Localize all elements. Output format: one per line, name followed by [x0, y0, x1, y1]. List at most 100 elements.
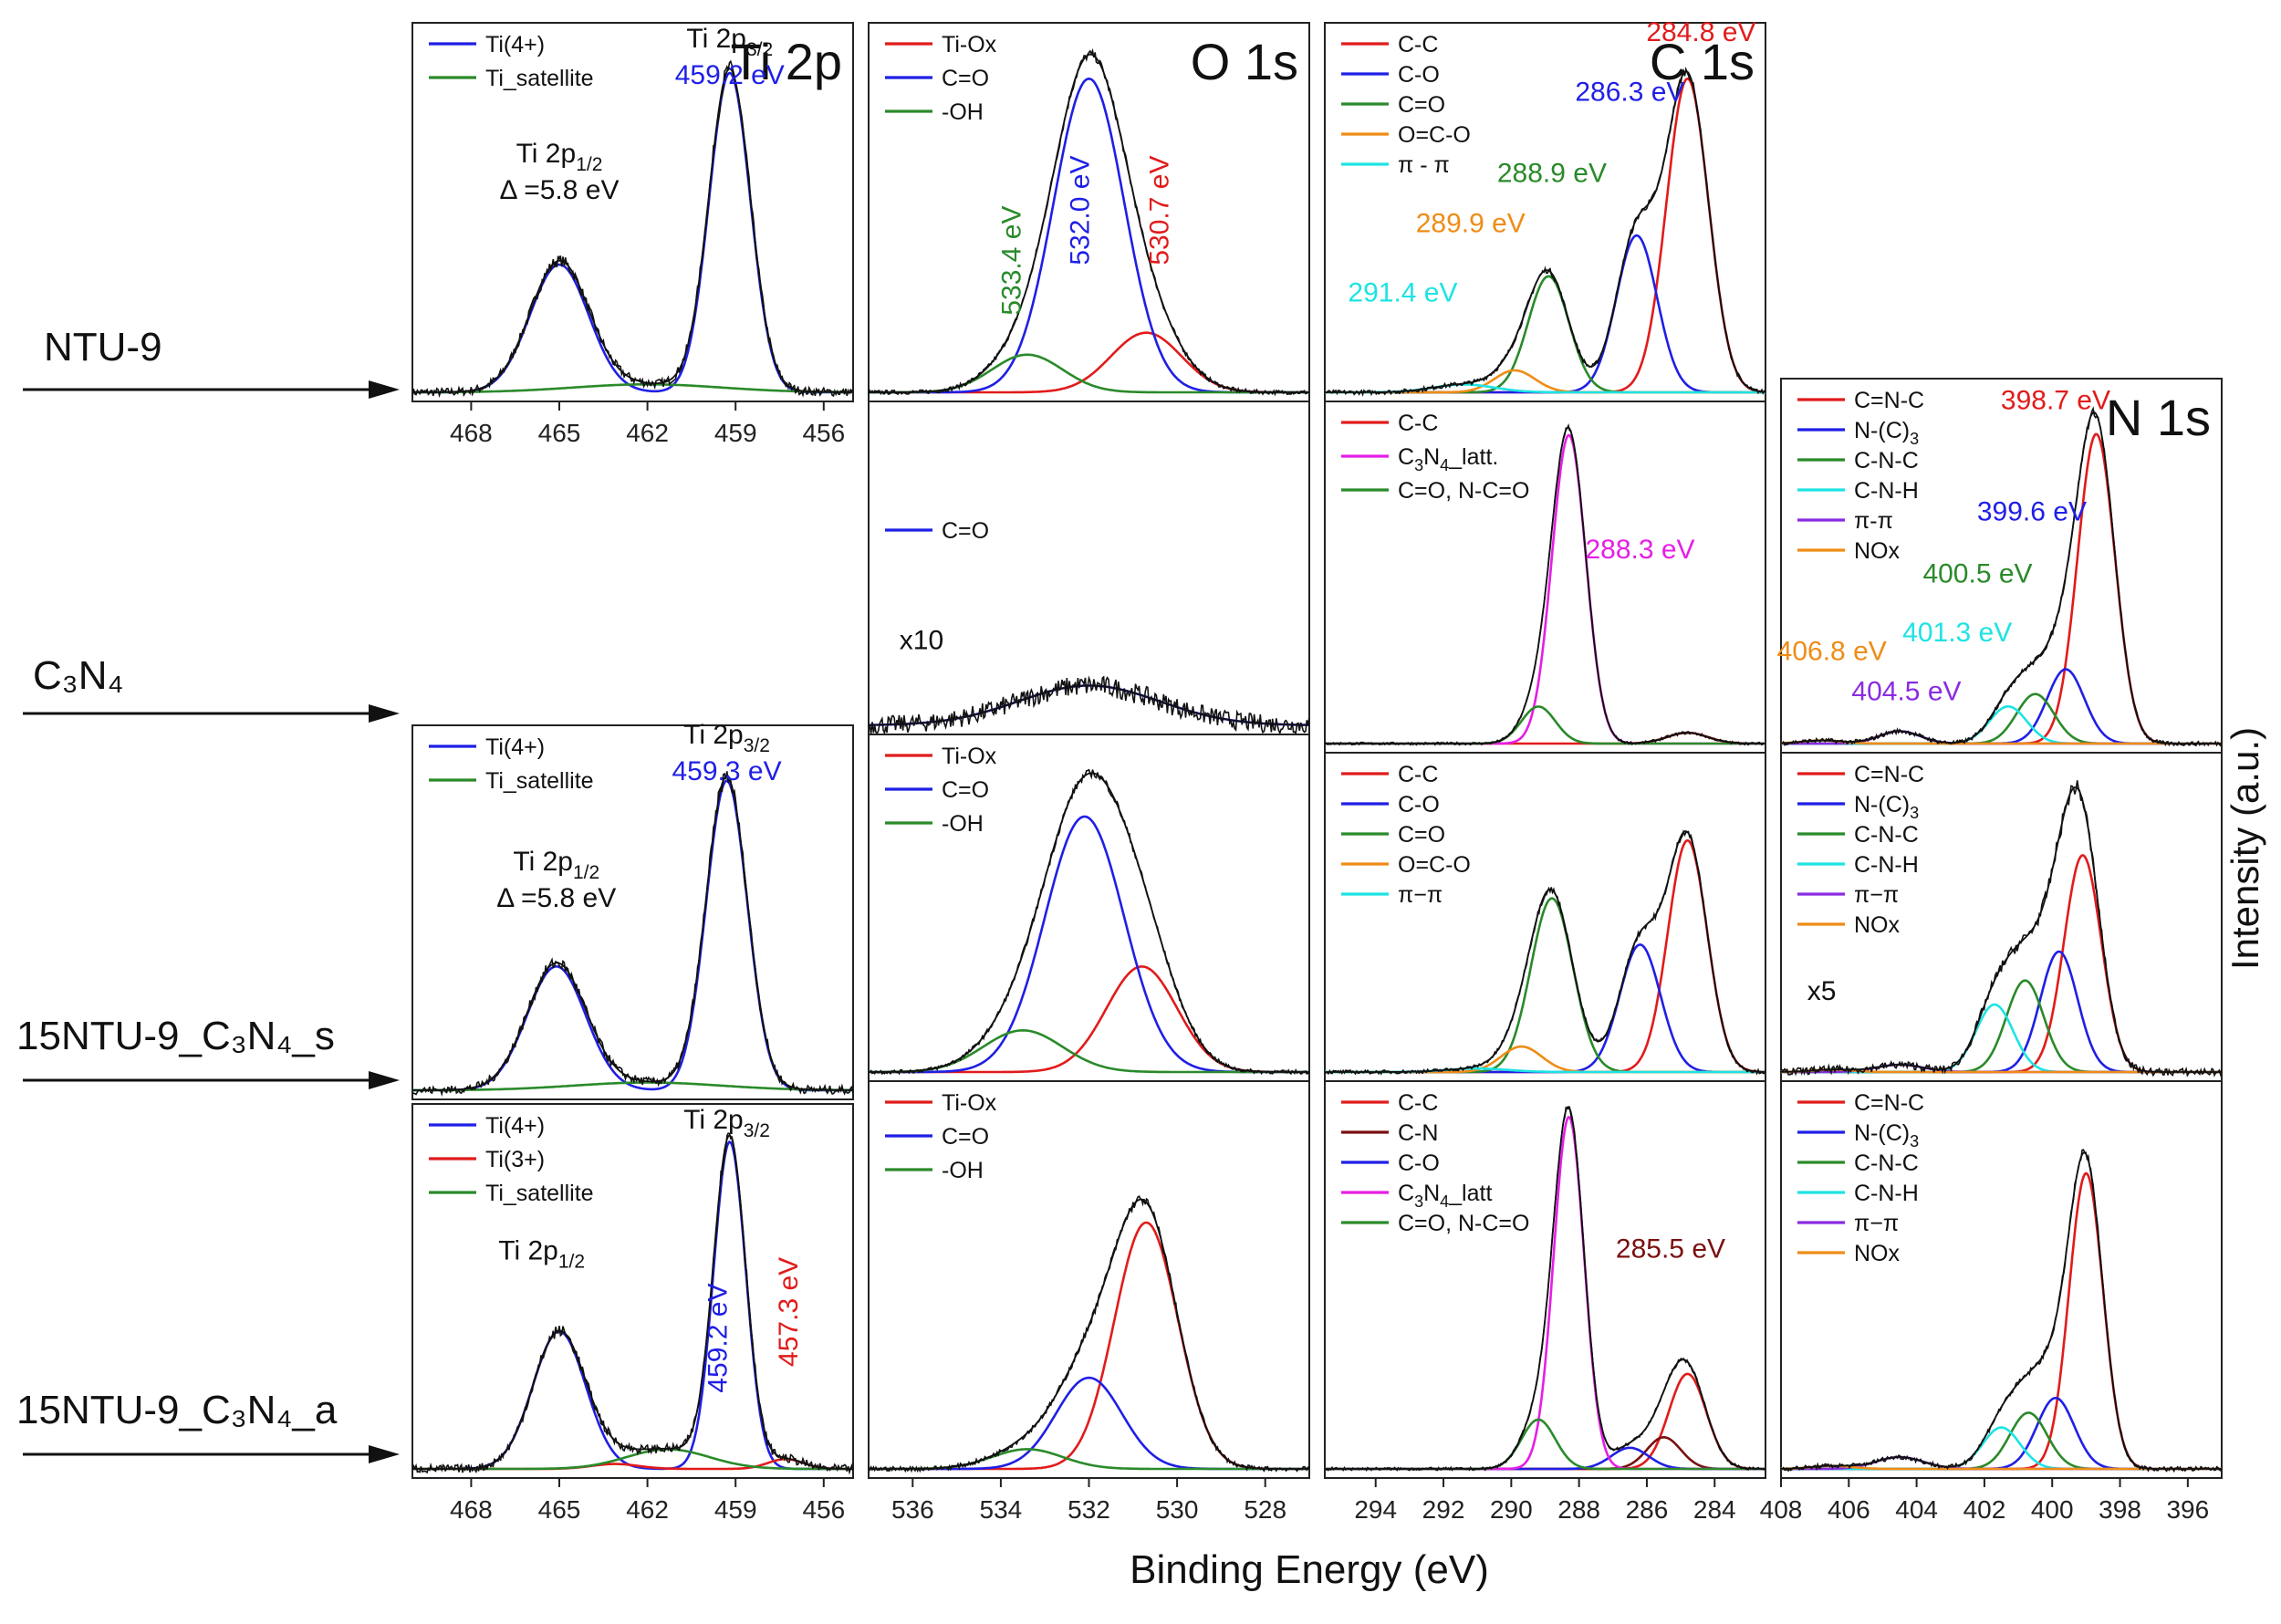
arrow-head-icon: [369, 1071, 400, 1089]
legend-entry: π - π: [1398, 152, 1450, 178]
panel-c_c3n4: C-C C3N4_latt. C=O, N-C=O 288.3 eV: [1324, 401, 1766, 754]
legend-entry: Ti-Ox: [942, 1090, 997, 1116]
component-ti-4-: [412, 779, 853, 1092]
panel-c_s: C-C C-O C=O O=C-O π−π: [1324, 752, 1766, 1082]
plot-area: [1781, 1149, 2222, 1473]
legend-entry: -OH: [942, 811, 984, 837]
plot-area: [869, 1194, 1309, 1473]
legend: Ti-Ox C=O -OH: [885, 1090, 997, 1183]
peak-label: 406.8 eV: [1777, 636, 1887, 666]
peak-label: 288.3 eV: [1585, 535, 1694, 565]
component-ti-4-: [412, 71, 853, 394]
legend-entry: Ti_satellite: [485, 768, 594, 794]
x-tick-label: 465: [538, 1495, 581, 1524]
legend-entry: Ti(4+): [485, 32, 545, 57]
component-c3n4-latt: [1325, 1116, 1765, 1471]
legend: C=N-C N-(C)3C-N-C C-N-H π−π NOx: [1797, 762, 1924, 938]
peak-label: 284.8 eV: [1646, 17, 1755, 47]
fit-envelope: [869, 1198, 1309, 1470]
peak-label: 459.3 eV: [672, 756, 781, 786]
legend-entry: -OH: [942, 1158, 984, 1183]
peak-label: 398.7 eV: [2001, 386, 2110, 416]
peak-label: 459.2 eV: [703, 1284, 734, 1393]
panel-o_a: Ti-Ox C=O -OH 536 534 532 530 528: [868, 1080, 1310, 1524]
raw-spectrum: [412, 771, 853, 1098]
component-c-o-n-c-o: [1325, 1418, 1765, 1471]
legend-entry: π−π: [1398, 882, 1443, 908]
legend: C=O: [885, 518, 989, 544]
raw-spectrum: [1325, 829, 1765, 1076]
component-ti-ox: [869, 965, 1309, 1074]
legend-entry: C=N-C: [1854, 388, 1924, 413]
x-tick-label: 396: [2166, 1495, 2209, 1524]
peak-label: 457.3 eV: [774, 1257, 804, 1367]
peak-label: 459.2 eV: [675, 60, 785, 90]
legend-entry: C-N-H: [1854, 1181, 1919, 1206]
fit-envelope: [412, 1134, 853, 1470]
plot-area: [412, 59, 853, 399]
component-c-o: [869, 815, 1309, 1074]
raw-spectrum: [869, 768, 1309, 1076]
legend-entry: C-N: [1398, 1120, 1438, 1146]
peak-label: 401.3 eV: [1902, 618, 2012, 648]
raw-spectrum: [869, 675, 1309, 734]
plot-area: [1325, 829, 1765, 1076]
x-tick-label: 468: [450, 1495, 493, 1524]
raw-spectrum: [1325, 422, 1765, 746]
x-tick-label: 459: [714, 419, 757, 447]
fit-envelope: [869, 772, 1309, 1073]
plot-area: [1325, 1105, 1765, 1473]
component-ti-ox: [869, 1221, 1309, 1471]
component-c-n-h: [1781, 1003, 2222, 1074]
legend-entry: O=C-O: [1398, 852, 1471, 878]
peak-label: 532.0 eV: [1066, 156, 1096, 265]
legend-entry: Ti-Ox: [942, 744, 997, 769]
legend-entry: Ti-Ox: [942, 32, 997, 57]
raw-spectrum: [412, 1132, 853, 1475]
legend-entry: C-N-C: [1854, 1150, 1919, 1176]
legend-entry: C-C: [1398, 1090, 1438, 1116]
legend-entry: C=O: [942, 1124, 989, 1150]
panel-title: C 1s: [1650, 33, 1755, 90]
x-tick-label: 534: [980, 1495, 1023, 1524]
panel-frame: [1324, 752, 1766, 1082]
peak-label: Δ =5.8 eV: [500, 175, 620, 205]
legend-entry: C-C: [1398, 32, 1438, 57]
panel-title: N 1s: [2106, 389, 2211, 446]
legend-entry: C=O: [942, 66, 989, 91]
x-tick-label: 290: [1490, 1495, 1533, 1524]
legend: C-C C3N4_latt. C=O, N-C=O: [1341, 411, 1529, 504]
component--oh: [869, 353, 1309, 394]
x-tick-label: 459: [714, 1495, 757, 1524]
panel-frame: [868, 734, 1310, 1082]
x-tick-label: 468: [450, 419, 493, 447]
sample-label-15ntu9-s: 15NTU-9_C₃N₄_s: [16, 1014, 335, 1058]
x-tick-label: 406: [1828, 1495, 1870, 1524]
panel-frame: [1324, 1080, 1766, 1479]
legend-entry: C=O: [942, 518, 989, 544]
legend-entry: C-N-H: [1854, 478, 1919, 504]
peak-label: 291.4 eV: [1348, 277, 1457, 307]
component-c-o: [1325, 234, 1765, 394]
component-ti-satellite: [412, 1081, 853, 1092]
legend-entry: N-(C)3: [1854, 792, 1919, 822]
peak-label: 399.6 eV: [1977, 497, 2087, 527]
legend-entry: C-N-C: [1854, 448, 1919, 474]
peak-label: Ti 2p1/2: [498, 1236, 585, 1273]
plot-area: [869, 47, 1309, 397]
component-c-o-n-c-o: [1325, 705, 1765, 745]
x-tick-label: 404: [1895, 1495, 1938, 1524]
panel-o_s: Ti-Ox C=O -OH: [868, 734, 1310, 1082]
panel-frame: [411, 724, 854, 1100]
panel-n_c3n4: N 1s C=N-C N-(C)3C-N-C C-N-H π-π NOx 398.7 eV 3…: [1777, 378, 2223, 754]
panel-title: O 1s: [1191, 33, 1298, 90]
fit-envelope: [412, 776, 853, 1091]
panel-o_c3n4: C=O x10: [868, 401, 1310, 735]
legend-entry: C-C: [1398, 411, 1438, 436]
x-tick-label: 284: [1693, 1495, 1736, 1524]
legend-entry: C=N-C: [1854, 762, 1924, 787]
